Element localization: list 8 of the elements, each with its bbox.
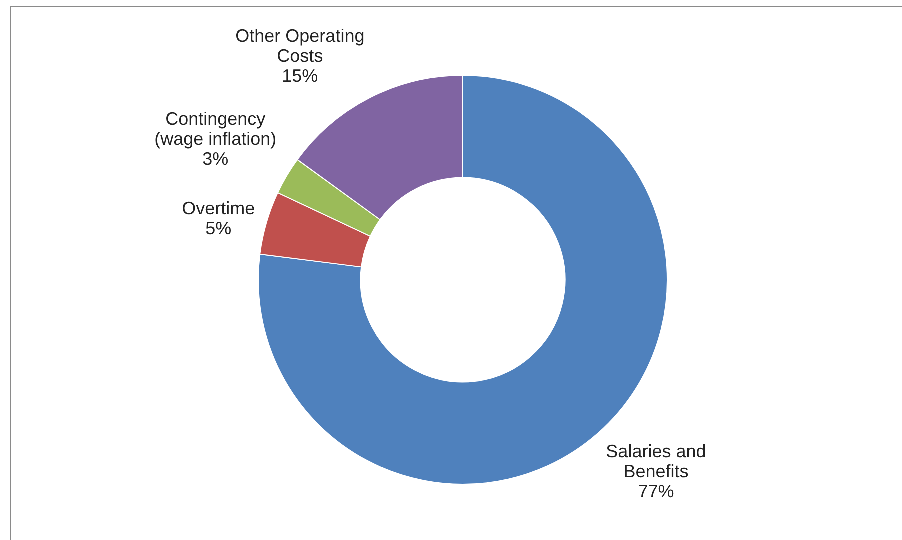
slice-label: Other Operating Costs <box>236 26 365 66</box>
data-label: 15% <box>282 66 318 86</box>
data-label: 77% <box>638 481 674 502</box>
slice-label: Overtime <box>182 198 256 219</box>
slice-label: Salaries and Benefits <box>606 441 706 482</box>
data-label: 3% <box>202 148 229 169</box>
data-label: 5% <box>206 218 232 239</box>
slice-label: Contingency (wage inflation) <box>154 108 277 149</box>
